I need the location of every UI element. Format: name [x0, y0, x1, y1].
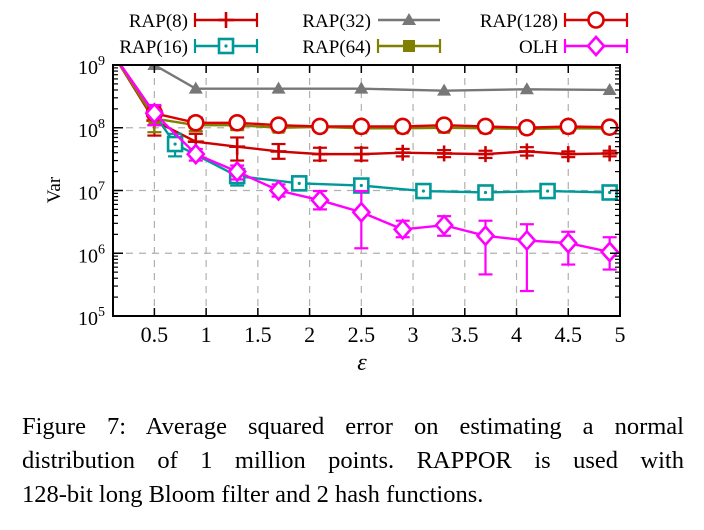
data-point: [351, 201, 372, 224]
data-point: [415, 182, 432, 200]
data-point: [311, 146, 328, 163]
x-tick-label: 1: [201, 322, 212, 347]
data-point: [601, 145, 618, 162]
data-point: [476, 117, 495, 136]
data-point: [601, 184, 618, 201]
data-point: [228, 113, 246, 132]
data-point: [394, 144, 411, 161]
figure: 0.5 1 1.5 2 2.5 3 3.5 4 4.5 5 105 106 107 108 109 RAP(…: [44, 11, 629, 376]
data-point: [186, 143, 206, 166]
data-point: [437, 83, 452, 96]
legend-label: RAP(16): [119, 37, 188, 58]
y-axis-label: Var: [44, 176, 65, 203]
data-point: [539, 182, 556, 200]
data-point: [166, 135, 184, 153]
legend: RAP(8) RAP(32) RAP(128) RAP(16) RAP(64) OLH: [119, 11, 629, 58]
legend-entry: RAP(16): [119, 37, 259, 58]
data-point: [188, 81, 203, 94]
y-tick-label: 109: [78, 54, 105, 79]
data-point: [392, 218, 413, 241]
data-point: [144, 102, 165, 125]
legend-entry: OLH: [519, 35, 629, 58]
data-point: [352, 117, 371, 136]
data-point: [269, 116, 288, 134]
series-layer: [118, 65, 620, 293]
x-tick-label: 2: [304, 322, 315, 347]
data-point: [186, 113, 205, 132]
legend-label: RAP(8): [129, 11, 188, 32]
legend-marker: [587, 11, 605, 29]
legend-label: RAP(128): [480, 11, 558, 32]
y-tick-label: 107: [78, 180, 105, 205]
series-rap128: [119, 65, 619, 137]
series-olh: [119, 65, 620, 293]
y-tick-label: 108: [78, 117, 105, 142]
data-point: [558, 232, 579, 255]
data-point: [435, 116, 453, 134]
plot-clip-group: [118, 65, 620, 293]
x-tick-label: 5: [615, 322, 626, 347]
data-point: [517, 229, 537, 252]
series-rap32: [147, 65, 617, 96]
data-point: [477, 184, 494, 201]
data-point: [434, 214, 454, 237]
legend-label: RAP(32): [302, 11, 371, 32]
legend-entry: RAP(128): [480, 11, 629, 32]
data-point: [268, 179, 289, 202]
data-point: [599, 240, 620, 263]
legend-marker: [217, 37, 235, 55]
y-tick-label: 105: [78, 305, 105, 330]
x-tick-label: 1.5: [244, 322, 272, 347]
legend-entry: RAP(64): [302, 37, 442, 58]
legend-marker: [403, 40, 415, 52]
data-point: [354, 81, 369, 94]
figure-caption: Figure 7: Average squared error on estim…: [22, 410, 684, 512]
legend-marker: [218, 12, 234, 28]
legend-entry: RAP(8): [129, 11, 259, 32]
x-tick-label: 2.5: [348, 322, 376, 347]
data-point: [270, 143, 287, 160]
legend-label: OLH: [519, 37, 558, 58]
caption-line: Figure 7: Average squared error on estim…: [22, 413, 684, 440]
data-point: [518, 118, 536, 137]
y-tick-label: 106: [78, 242, 105, 267]
data-point: [229, 138, 246, 155]
x-tick-label: 4.5: [555, 322, 583, 347]
data-point: [519, 82, 534, 95]
legend-marker: [402, 13, 416, 25]
data-point: [227, 160, 247, 183]
legend-label: RAP(64): [302, 37, 371, 58]
x-tick-label: 0.5: [141, 322, 169, 347]
data-point: [559, 117, 578, 136]
series-line: [149, 65, 610, 92]
data-point: [310, 189, 330, 212]
data-point: [290, 175, 308, 192]
data-point: [518, 143, 535, 160]
x-tick-label: 3: [408, 322, 419, 347]
data-point: [475, 224, 496, 247]
x-tick-label: 4: [511, 322, 522, 347]
data-point: [393, 117, 412, 136]
axis-ticks: 0.5 1 1.5 2 2.5 3 3.5 4 4.5 5 105 106 107 108 109: [78, 54, 626, 347]
x-tick-label: 3.5: [451, 322, 479, 347]
data-point: [602, 82, 617, 95]
caption-line: distribution of 1 million points. RAPPOR…: [22, 447, 684, 474]
data-point: [560, 146, 577, 163]
data-point: [477, 146, 494, 163]
data-point: [353, 146, 370, 163]
legend-marker: [586, 35, 606, 57]
x-axis-label: ε: [357, 350, 367, 376]
legend-entry: RAP(32): [302, 11, 440, 32]
data-point: [311, 117, 329, 136]
caption-line: 128-bit long Bloom filter and 2 hash fun…: [22, 481, 484, 508]
data-point: [436, 145, 453, 162]
data-point: [271, 81, 286, 94]
